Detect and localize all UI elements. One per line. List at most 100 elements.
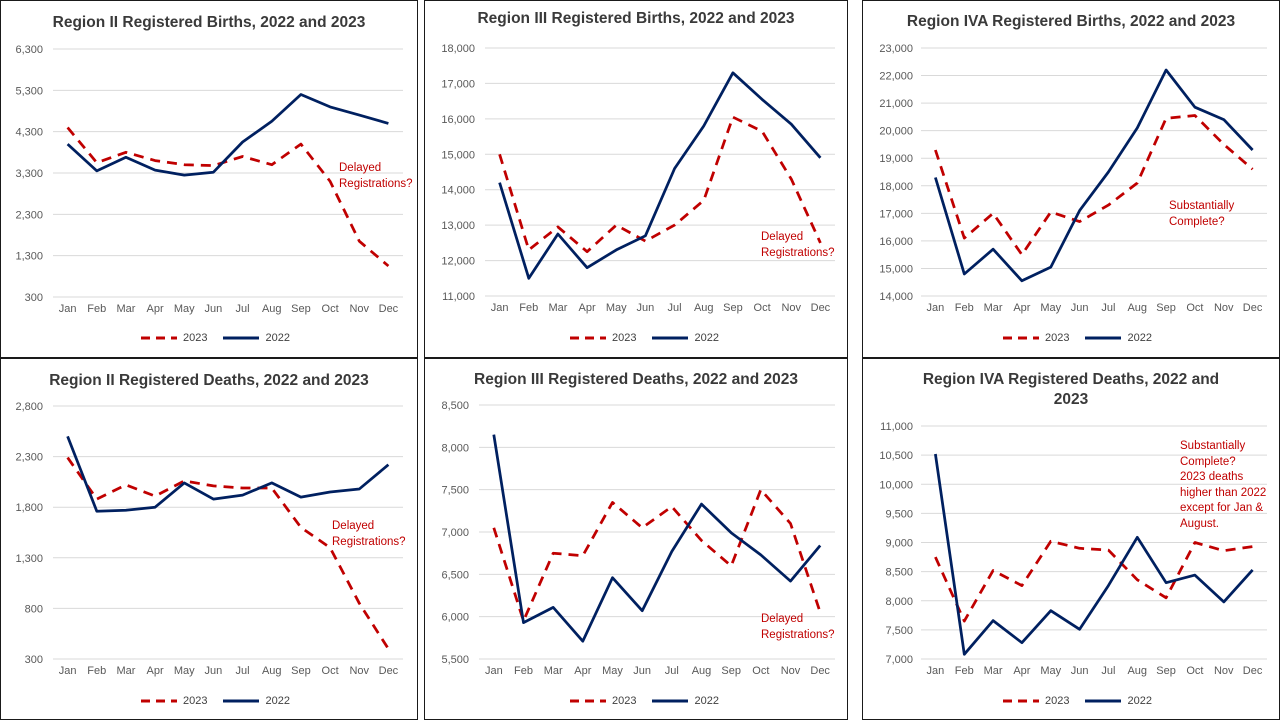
x-tick-label: Dec bbox=[1243, 302, 1263, 314]
y-tick-label: 7,500 bbox=[441, 485, 469, 497]
x-tick-label: Nov bbox=[349, 303, 369, 315]
x-tick-label: Jun bbox=[637, 302, 655, 314]
x-tick-label: Jan bbox=[927, 302, 945, 314]
y-tick-label: 7,000 bbox=[441, 527, 469, 539]
x-tick-label: Mar bbox=[984, 665, 1003, 677]
y-tick-label: 1,300 bbox=[15, 251, 43, 263]
legend-swatch-2022 bbox=[223, 336, 260, 340]
y-tick-label: 18,000 bbox=[441, 43, 475, 55]
chart-plot: 23,000 22,000 21,000 20,000 19,000 18,000 17,0… bbox=[879, 43, 1267, 314]
x-tick-label: Feb bbox=[955, 302, 974, 314]
chart-plot: 18,000 17,000 16,000 15,000 14,000 13,000 12,0… bbox=[441, 43, 835, 314]
x-tick-label: Oct bbox=[322, 303, 339, 315]
y-tick-label: 19,000 bbox=[879, 153, 913, 165]
x-tick-label: Jan bbox=[59, 665, 77, 677]
series-line-2023 bbox=[66, 126, 390, 268]
x-tick-label: Nov bbox=[1214, 302, 1234, 314]
y-tick-label: 9,000 bbox=[885, 538, 913, 550]
y-tick-label: 4,300 bbox=[15, 127, 43, 139]
x-tick-label: Sep bbox=[1156, 302, 1176, 314]
y-tick-label: 10,000 bbox=[879, 479, 913, 491]
chart-title: Region III Registered Deaths, 2022 and 2… bbox=[474, 371, 798, 388]
chart-annotation: Delayed Registrations? bbox=[332, 520, 406, 548]
x-tick-label: Jul bbox=[665, 665, 679, 677]
x-tick-label: Mar bbox=[544, 665, 563, 677]
y-tick-label: 13,000 bbox=[441, 220, 475, 232]
x-tick-label: Jan bbox=[927, 665, 945, 677]
chart-title: Region II Registered Deaths, 2022 and 20… bbox=[49, 372, 369, 389]
chart-title: Region III Registered Births, 2022 and 2… bbox=[477, 10, 795, 27]
x-tick-label: Apr bbox=[1013, 665, 1030, 677]
chart-legend: 2023 2022 bbox=[1003, 694, 1168, 708]
y-tick-label: 8,500 bbox=[441, 400, 469, 412]
x-tick-label: Dec bbox=[1243, 665, 1263, 677]
x-tick-label: Aug bbox=[694, 302, 714, 314]
y-tick-label: 12,000 bbox=[441, 256, 475, 268]
x-tick-label: Mar bbox=[548, 302, 567, 314]
y-tick-label: 1,300 bbox=[15, 553, 43, 565]
x-tick-label: May bbox=[174, 665, 195, 677]
legend-item-2023: 2023 bbox=[141, 332, 207, 344]
x-tick-label: Apr bbox=[147, 665, 164, 677]
x-tick-label: Oct bbox=[322, 665, 339, 677]
y-tick-label: 8,000 bbox=[441, 442, 469, 454]
legend-item-2022: 2022 bbox=[652, 695, 719, 707]
chart-annotation: Delayed Registrations? bbox=[761, 231, 835, 259]
y-tick-label: 18,000 bbox=[879, 181, 913, 193]
series-line-2022 bbox=[934, 68, 1254, 283]
y-tick-label: 6,500 bbox=[441, 569, 469, 581]
y-tick-label: 7,500 bbox=[885, 625, 913, 637]
x-tick-label: Aug bbox=[262, 665, 282, 677]
chart-panel-region2-births: Region II Registered Births, 2022 and 20… bbox=[0, 0, 418, 358]
y-tick-label: 9,500 bbox=[885, 508, 913, 520]
legend-item-2022: 2022 bbox=[223, 695, 290, 707]
legend-label-2023: 2023 bbox=[612, 332, 637, 344]
y-tick-label: 6,000 bbox=[441, 612, 469, 624]
x-tick-label: Jun bbox=[1071, 302, 1089, 314]
x-tick-label: Dec bbox=[379, 665, 399, 677]
legend-item-2022: 2022 bbox=[223, 332, 290, 344]
chart-legend: 2023 2022 bbox=[570, 694, 735, 708]
y-tick-label: 10,500 bbox=[879, 450, 913, 462]
legend-label-2023: 2023 bbox=[183, 332, 208, 344]
chart-plot: 8,500 8,000 7,500 7,000 6,500 6,000 5,500 Jan Fe… bbox=[441, 400, 835, 677]
x-tick-label: Mar bbox=[984, 302, 1003, 314]
x-tick-label: Mar bbox=[116, 303, 135, 315]
legend-label-2023: 2023 bbox=[183, 695, 208, 707]
x-tick-label: Aug bbox=[262, 303, 282, 315]
series-line-2023 bbox=[498, 115, 822, 254]
y-tick-label: 2,800 bbox=[15, 401, 43, 413]
y-tick-label: 300 bbox=[25, 654, 43, 666]
x-tick-label: Aug bbox=[1127, 302, 1147, 314]
y-tick-label: 16,000 bbox=[441, 114, 475, 126]
y-tick-label: 16,000 bbox=[879, 236, 913, 248]
x-tick-label: May bbox=[606, 302, 627, 314]
series-line-2022 bbox=[66, 93, 389, 177]
y-tick-label: 22,000 bbox=[879, 71, 913, 83]
x-tick-label: Feb bbox=[955, 665, 974, 677]
y-tick-label: 8,000 bbox=[885, 596, 913, 608]
series-line-2023 bbox=[492, 488, 822, 623]
y-tick-label: 5,300 bbox=[15, 85, 43, 97]
y-tick-label: 3,300 bbox=[15, 168, 43, 180]
y-tick-label: 2,300 bbox=[15, 209, 43, 221]
x-tick-label: Oct bbox=[1186, 302, 1203, 314]
legend-label-2022: 2022 bbox=[265, 695, 290, 707]
legend-swatch-2023 bbox=[570, 336, 606, 340]
y-tick-label: 20,000 bbox=[879, 126, 913, 138]
y-tick-label: 300 bbox=[25, 292, 43, 304]
legend-label-2023: 2023 bbox=[1045, 695, 1070, 707]
x-tick-label: Jul bbox=[236, 303, 250, 315]
legend-swatch-2023 bbox=[570, 699, 606, 703]
x-tick-label: Jul bbox=[1101, 665, 1115, 677]
x-tick-label: Dec bbox=[810, 665, 830, 677]
y-tick-label: 14,000 bbox=[441, 185, 475, 197]
x-tick-label: Aug bbox=[692, 665, 712, 677]
x-tick-label: Jun bbox=[205, 665, 223, 677]
chart-title: Region II Registered Births, 2022 and 20… bbox=[52, 14, 366, 31]
x-tick-label: Jan bbox=[485, 665, 503, 677]
y-tick-label: 14,000 bbox=[879, 291, 913, 303]
x-tick-label: Jul bbox=[236, 665, 250, 677]
y-tick-label: 5,500 bbox=[441, 654, 469, 666]
legend-swatch-2022 bbox=[652, 699, 689, 703]
